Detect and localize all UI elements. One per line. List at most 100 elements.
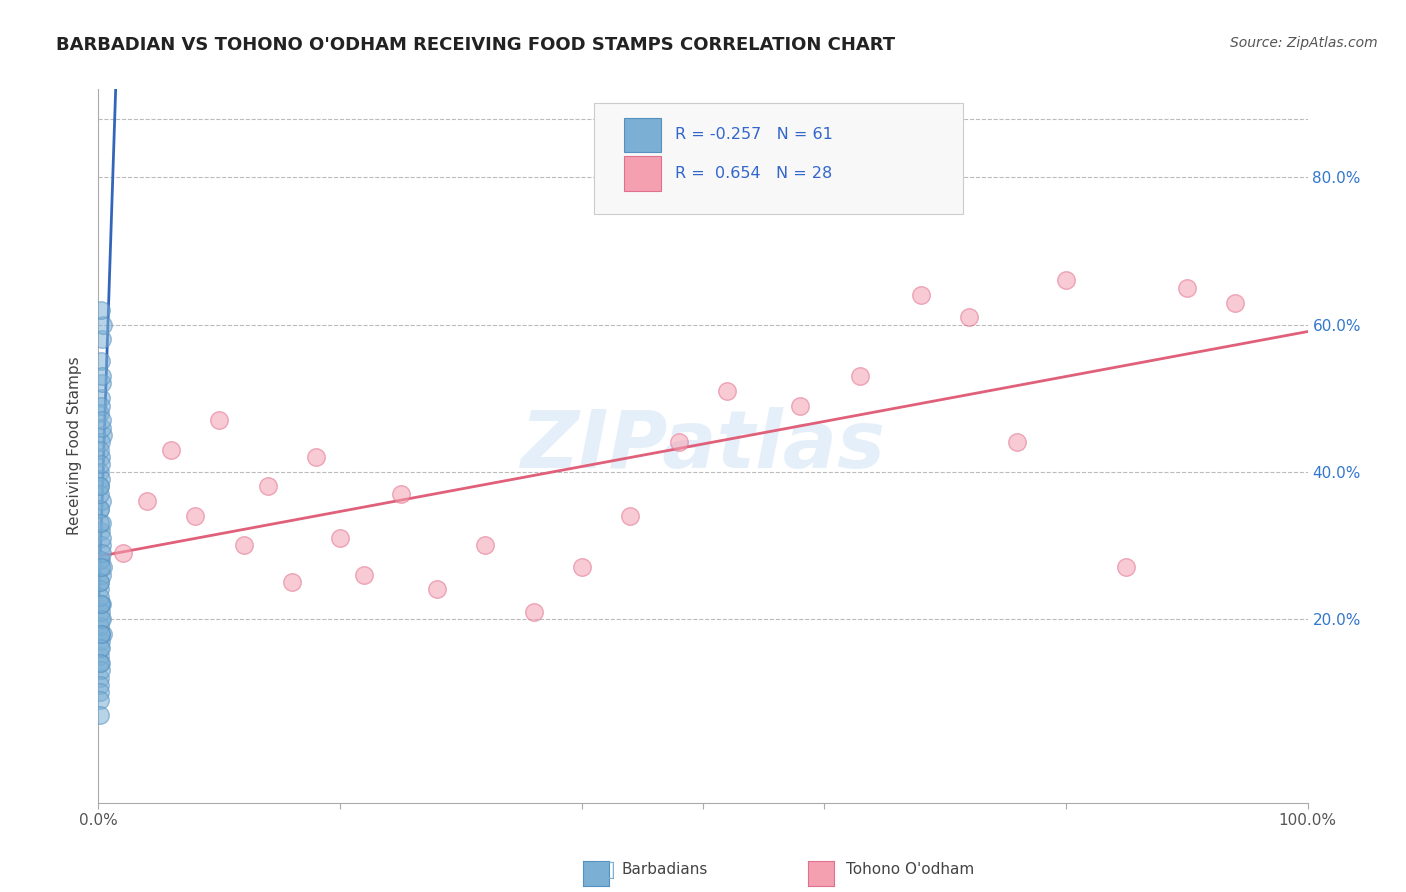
- Point: [91, 413, 114, 427]
- Text: Tohono O'odham: Tohono O'odham: [846, 863, 974, 877]
- Point: [208, 413, 231, 427]
- Point: [89, 406, 111, 420]
- Point: [90, 605, 112, 619]
- Point: [571, 560, 593, 574]
- Text: BARBADIAN VS TOHONO O'ODHAM RECEIVING FOOD STAMPS CORRELATION CHART: BARBADIAN VS TOHONO O'ODHAM RECEIVING FO…: [56, 36, 896, 54]
- Point: [1115, 560, 1137, 574]
- Point: [90, 399, 112, 413]
- Point: [89, 648, 111, 663]
- Point: [90, 612, 112, 626]
- Point: [89, 501, 111, 516]
- Point: [90, 458, 112, 472]
- Point: [89, 575, 111, 590]
- Point: [91, 332, 114, 346]
- Point: [91, 538, 114, 552]
- Bar: [624, 118, 661, 152]
- Point: [281, 575, 304, 590]
- Point: [716, 384, 738, 398]
- Point: [91, 626, 114, 640]
- Point: [89, 442, 111, 457]
- Point: [1007, 435, 1029, 450]
- Point: [849, 369, 872, 384]
- Text: □: □: [595, 860, 616, 880]
- Point: [91, 420, 114, 434]
- Point: [910, 288, 932, 302]
- Point: [91, 428, 114, 442]
- Point: [1054, 273, 1077, 287]
- Point: [90, 435, 112, 450]
- Point: [232, 538, 254, 552]
- Point: [474, 538, 496, 552]
- Point: [89, 487, 111, 501]
- Point: [111, 546, 134, 560]
- Point: [90, 524, 112, 538]
- Text: Barbadians: Barbadians: [621, 863, 707, 877]
- Point: [957, 310, 980, 325]
- Point: [91, 560, 114, 574]
- Text: Source: ZipAtlas.com: Source: ZipAtlas.com: [1230, 36, 1378, 50]
- Text: R =  0.654   N = 28: R = 0.654 N = 28: [675, 166, 832, 181]
- Point: [89, 501, 111, 516]
- Point: [305, 450, 328, 464]
- FancyBboxPatch shape: [595, 103, 963, 214]
- Point: [89, 678, 111, 692]
- Point: [160, 442, 183, 457]
- Point: [90, 560, 112, 574]
- Point: [789, 399, 811, 413]
- Point: [668, 435, 690, 450]
- Bar: [624, 156, 661, 191]
- Point: [90, 626, 112, 640]
- Y-axis label: Receiving Food Stamps: Receiving Food Stamps: [67, 357, 83, 535]
- Point: [89, 575, 111, 590]
- Point: [89, 656, 111, 670]
- Point: [389, 487, 412, 501]
- Point: [90, 597, 112, 611]
- Point: [91, 516, 114, 531]
- Point: [523, 605, 546, 619]
- Point: [90, 597, 112, 611]
- Point: [90, 391, 112, 405]
- Point: [91, 318, 114, 332]
- Point: [90, 656, 112, 670]
- Point: [90, 450, 112, 464]
- Point: [89, 553, 111, 567]
- Point: [91, 546, 114, 560]
- Point: [91, 612, 114, 626]
- Point: [1223, 295, 1246, 310]
- Point: [329, 531, 352, 545]
- Point: [89, 685, 111, 699]
- Text: ZIPatlas: ZIPatlas: [520, 407, 886, 485]
- Point: [91, 597, 114, 611]
- Point: [90, 634, 112, 648]
- Point: [1175, 281, 1198, 295]
- Point: [89, 479, 111, 493]
- Point: [89, 590, 111, 604]
- Point: [91, 376, 114, 391]
- Point: [426, 582, 449, 597]
- Point: [89, 707, 111, 722]
- Point: [91, 369, 114, 384]
- Point: [184, 508, 207, 523]
- Point: [619, 508, 641, 523]
- Point: [89, 619, 111, 633]
- Point: [89, 465, 111, 479]
- Point: [89, 671, 111, 685]
- Point: [89, 582, 111, 597]
- Point: [90, 472, 112, 486]
- Point: [90, 354, 112, 368]
- Point: [256, 479, 278, 493]
- Point: [90, 553, 112, 567]
- Text: R = -0.257   N = 61: R = -0.257 N = 61: [675, 128, 834, 143]
- Point: [135, 494, 157, 508]
- Point: [353, 567, 375, 582]
- Point: [89, 479, 111, 493]
- Point: [89, 693, 111, 707]
- Point: [90, 664, 112, 678]
- Point: [91, 567, 114, 582]
- Point: [90, 641, 112, 656]
- Point: [89, 641, 111, 656]
- Point: [91, 531, 114, 545]
- Point: [90, 302, 112, 317]
- Point: [89, 516, 111, 531]
- Point: [91, 494, 114, 508]
